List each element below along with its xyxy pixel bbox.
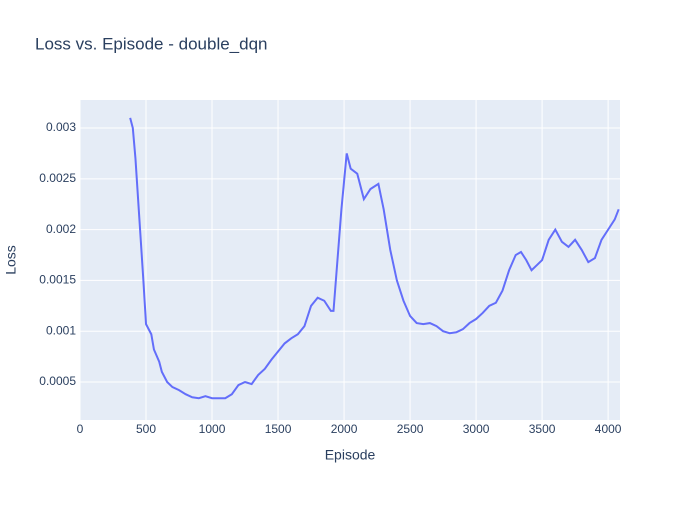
y-tick-label: 0.003 <box>46 120 76 134</box>
x-tick-label: 3500 <box>529 422 556 436</box>
x-tick-label: 500 <box>136 422 156 436</box>
x-tick-label: 1000 <box>199 422 226 436</box>
x-tick-label: 3000 <box>463 422 490 436</box>
y-axis-label: Loss <box>3 245 19 275</box>
x-tick-label: 1500 <box>265 422 292 436</box>
y-tick-label: 0.001 <box>46 323 76 337</box>
plot-area <box>80 100 620 420</box>
line-series <box>129 117 620 400</box>
x-axis-label: Episode <box>325 447 376 463</box>
x-tick-label: 0 <box>77 422 84 436</box>
x-tick-label: 2000 <box>331 422 358 436</box>
x-tick-label: 4000 <box>595 422 622 436</box>
y-tick-label: 0.0015 <box>39 273 76 287</box>
x-tick-label: 2500 <box>397 422 424 436</box>
chart-title: Loss vs. Episode - double_dqn <box>35 34 268 53</box>
y-tick-label: 0.0005 <box>39 374 76 388</box>
y-tick-label: 0.002 <box>46 222 76 236</box>
y-tick-label: 0.0025 <box>39 171 76 185</box>
